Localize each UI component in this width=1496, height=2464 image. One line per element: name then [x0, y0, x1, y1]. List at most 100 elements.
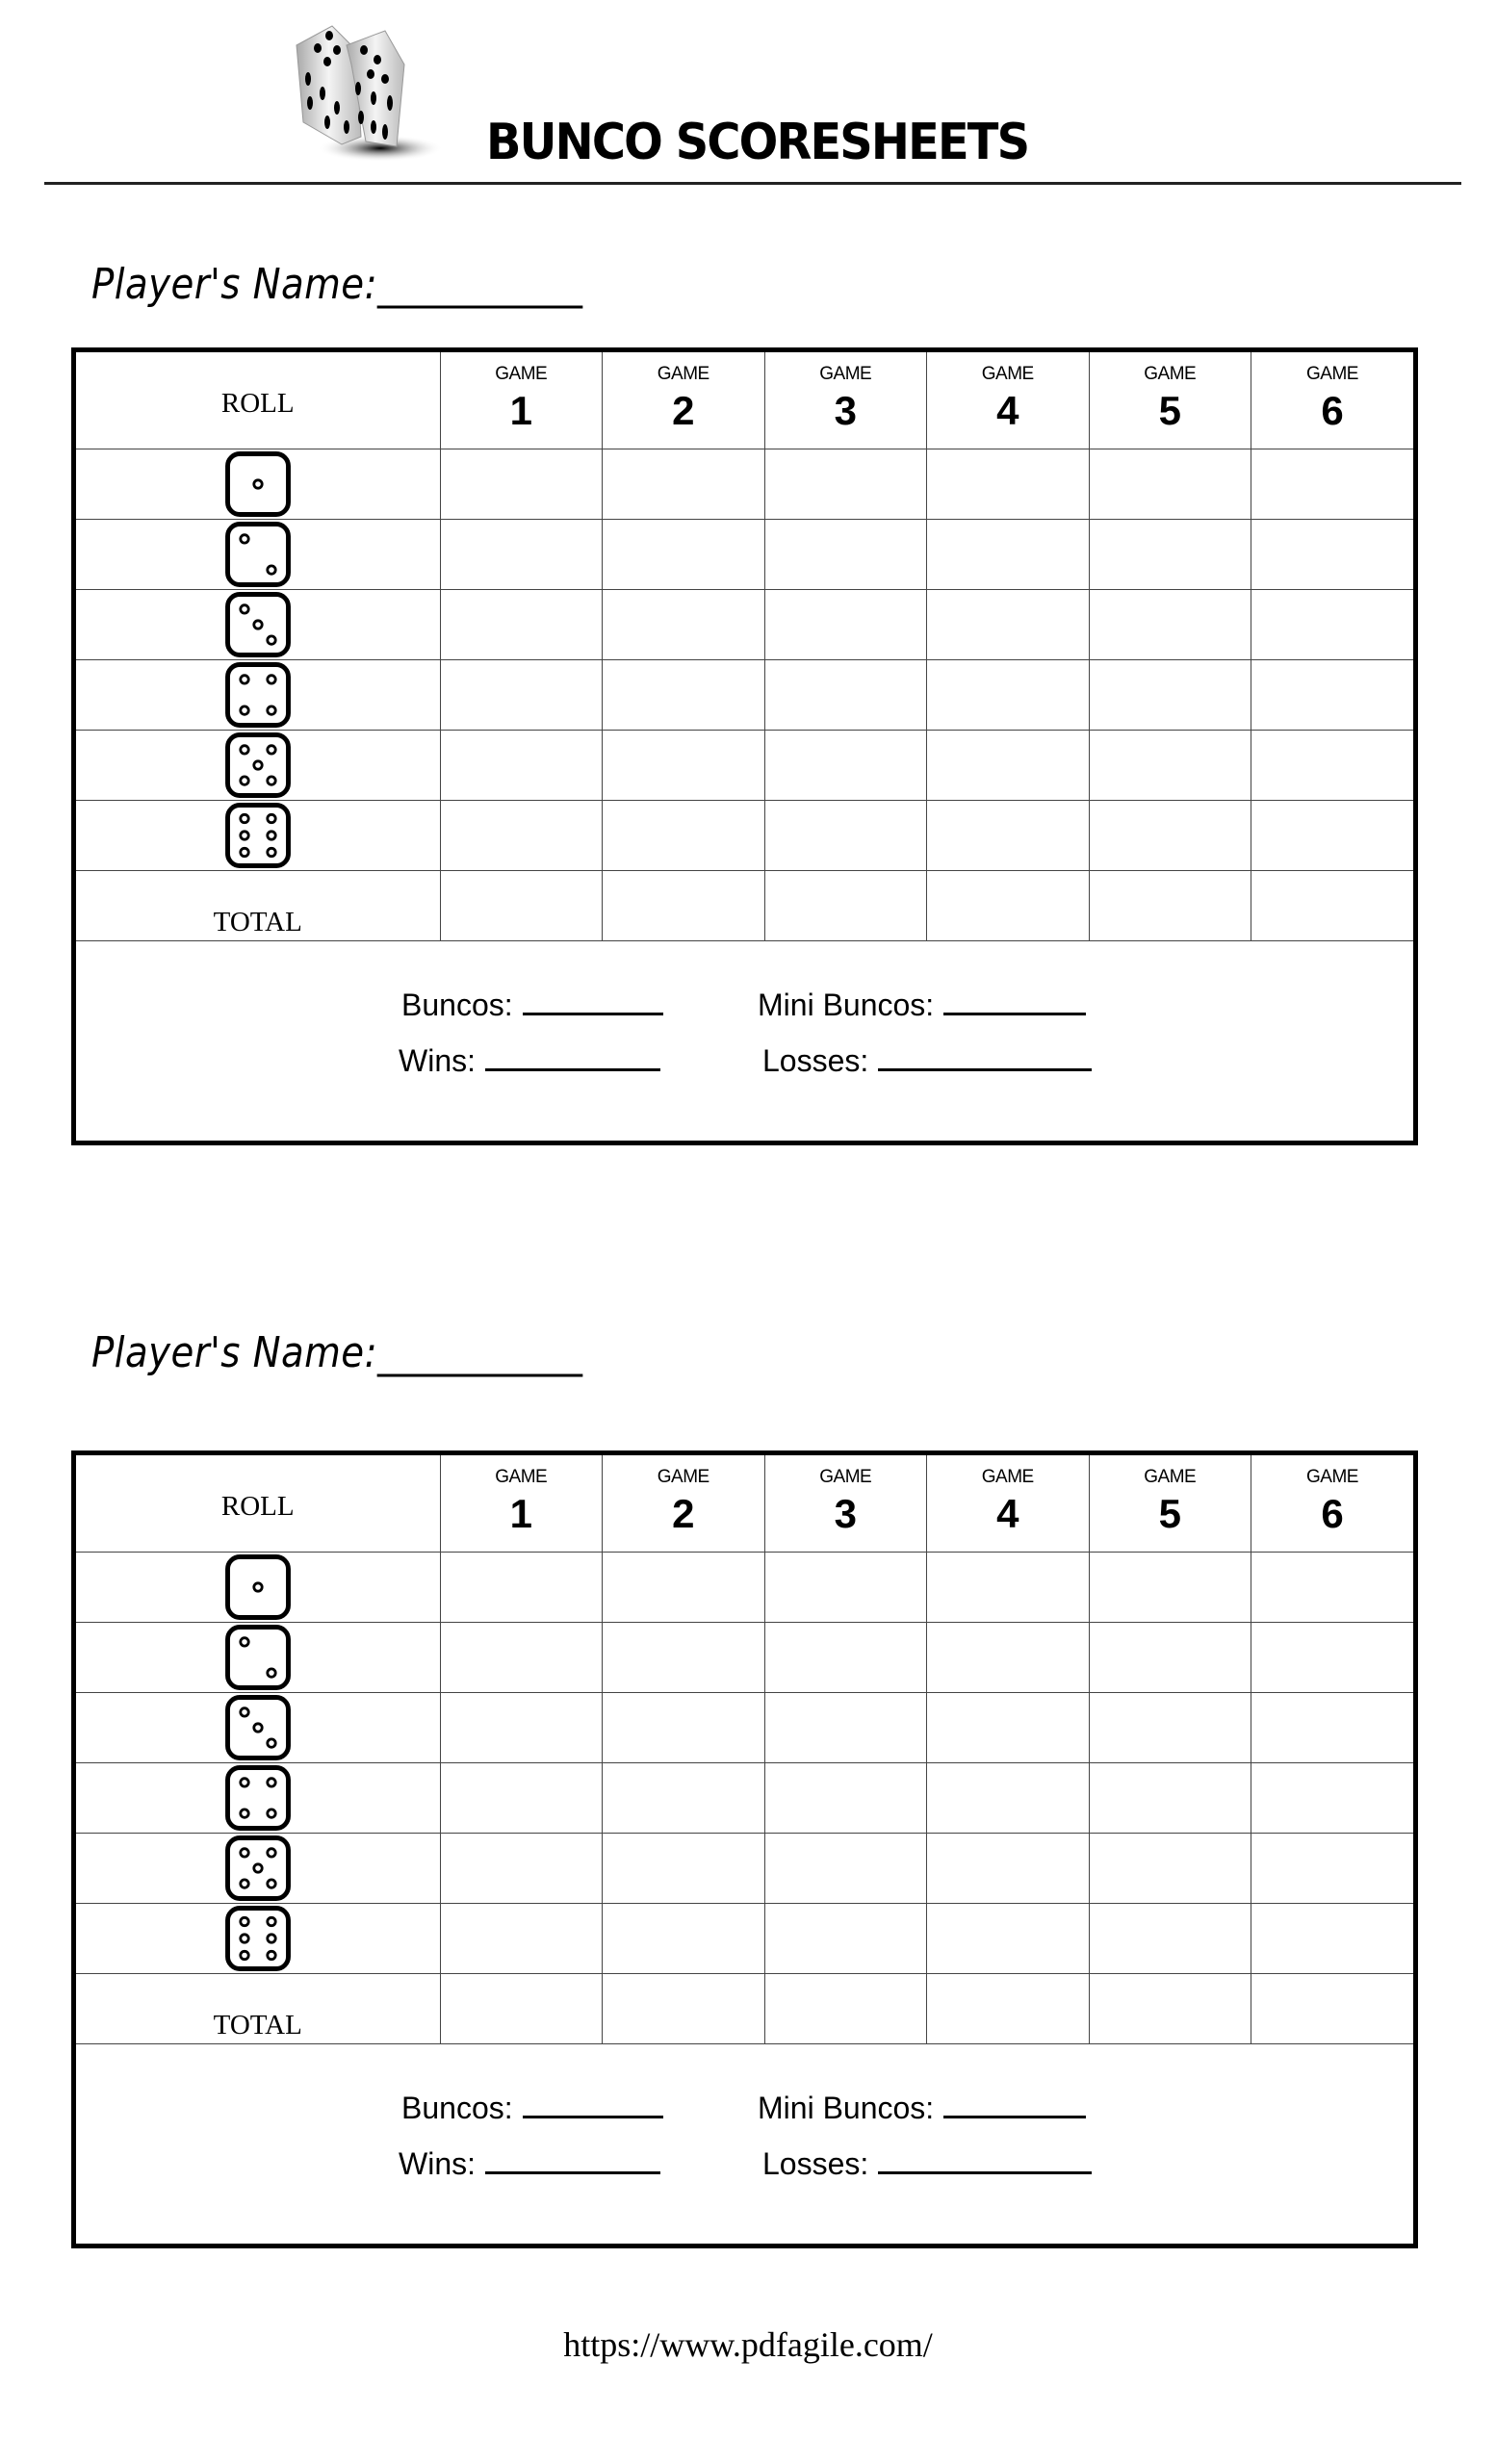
score-cell[interactable]	[1251, 1762, 1413, 1834]
score-cell[interactable]	[439, 1622, 603, 1693]
wins-blank[interactable]	[485, 2146, 660, 2174]
mini-buncos-blank[interactable]	[943, 2091, 1087, 2118]
losses-blank[interactable]	[878, 1043, 1093, 1071]
score-cell[interactable]	[1088, 1762, 1251, 1834]
losses-field[interactable]: Losses:	[762, 1043, 1093, 1079]
score-cell[interactable]	[1251, 1903, 1413, 1974]
score-cell[interactable]	[602, 1762, 765, 1834]
total-cell[interactable]	[1088, 870, 1251, 941]
total-cell[interactable]	[926, 870, 1090, 941]
score-cell[interactable]	[763, 1762, 927, 1834]
score-cell[interactable]	[439, 1833, 603, 1904]
total-cell[interactable]	[1251, 1973, 1413, 2044]
score-cell[interactable]	[763, 589, 927, 660]
mini-buncos-field[interactable]: Mini Buncos:	[758, 2091, 1087, 2126]
score-cell[interactable]	[763, 1833, 927, 1904]
total-cell[interactable]	[1088, 1973, 1251, 2044]
score-cell[interactable]	[439, 1903, 603, 1974]
score-cell[interactable]	[602, 449, 765, 520]
score-cell[interactable]	[763, 1622, 927, 1693]
total-cell[interactable]	[926, 1973, 1090, 2044]
score-cell[interactable]	[602, 1692, 765, 1763]
score-cell[interactable]	[763, 449, 927, 520]
score-cell[interactable]	[1251, 589, 1413, 660]
score-cell[interactable]	[1251, 1692, 1413, 1763]
score-cell[interactable]	[763, 659, 927, 731]
buncos-blank[interactable]	[522, 988, 663, 1015]
wins-blank[interactable]	[485, 1043, 660, 1071]
score-cell[interactable]	[602, 1552, 765, 1623]
score-cell[interactable]	[1251, 449, 1413, 520]
wins-field[interactable]: Wins:	[399, 2146, 660, 2182]
score-cell[interactable]	[1088, 659, 1251, 731]
score-cell[interactable]	[926, 1622, 1090, 1693]
score-cell[interactable]	[926, 659, 1090, 731]
player-name-field[interactable]: Player's Name:____________	[91, 1328, 582, 1377]
score-cell[interactable]	[439, 1692, 603, 1763]
score-cell[interactable]	[1088, 589, 1251, 660]
score-cell[interactable]	[439, 1762, 603, 1834]
total-cell[interactable]	[1251, 870, 1413, 941]
losses-blank[interactable]	[878, 2146, 1093, 2174]
score-cell[interactable]	[1088, 519, 1251, 590]
score-cell[interactable]	[1251, 659, 1413, 731]
buncos-blank[interactable]	[522, 2091, 663, 2118]
score-cell[interactable]	[602, 730, 765, 801]
score-cell[interactable]	[926, 1903, 1090, 1974]
score-cell[interactable]	[926, 1762, 1090, 1834]
score-cell[interactable]	[926, 730, 1090, 801]
losses-field[interactable]: Losses:	[762, 2146, 1093, 2182]
mini-buncos-blank[interactable]	[943, 988, 1087, 1015]
score-cell[interactable]	[439, 589, 603, 660]
score-cell[interactable]	[763, 1692, 927, 1763]
mini-buncos-field[interactable]: Mini Buncos:	[758, 988, 1087, 1023]
total-cell[interactable]	[602, 870, 765, 941]
score-cell[interactable]	[1088, 1552, 1251, 1623]
score-cell[interactable]	[439, 730, 603, 801]
score-cell[interactable]	[763, 519, 927, 590]
player-name-blank[interactable]: ____________	[377, 260, 582, 309]
footer-url[interactable]: https://www.pdfagile.com/	[563, 2325, 933, 2364]
score-cell[interactable]	[602, 800, 765, 871]
score-cell[interactable]	[602, 519, 765, 590]
total-cell[interactable]	[763, 1973, 927, 2044]
total-cell[interactable]	[439, 1973, 603, 2044]
score-cell[interactable]	[439, 800, 603, 871]
player-name-blank[interactable]: ____________	[377, 1328, 582, 1377]
buncos-field[interactable]: Buncos:	[401, 988, 663, 1023]
player-name-field[interactable]: Player's Name:____________	[91, 260, 582, 309]
score-cell[interactable]	[763, 1903, 927, 1974]
total-cell[interactable]	[763, 870, 927, 941]
score-cell[interactable]	[1251, 800, 1413, 871]
score-cell[interactable]	[439, 1552, 603, 1623]
score-cell[interactable]	[926, 800, 1090, 871]
score-cell[interactable]	[1251, 1833, 1413, 1904]
score-cell[interactable]	[926, 589, 1090, 660]
buncos-field[interactable]: Buncos:	[401, 2091, 663, 2126]
score-cell[interactable]	[602, 1903, 765, 1974]
score-cell[interactable]	[763, 1552, 927, 1623]
score-cell[interactable]	[439, 519, 603, 590]
score-cell[interactable]	[1088, 800, 1251, 871]
score-cell[interactable]	[1251, 519, 1413, 590]
total-cell[interactable]	[602, 1973, 765, 2044]
score-cell[interactable]	[1251, 1552, 1413, 1623]
score-cell[interactable]	[1251, 730, 1413, 801]
score-cell[interactable]	[439, 659, 603, 731]
score-cell[interactable]	[926, 1552, 1090, 1623]
score-cell[interactable]	[1251, 1622, 1413, 1693]
score-cell[interactable]	[1088, 1622, 1251, 1693]
score-cell[interactable]	[763, 800, 927, 871]
score-cell[interactable]	[1088, 1833, 1251, 1904]
score-cell[interactable]	[926, 449, 1090, 520]
score-cell[interactable]	[763, 730, 927, 801]
score-cell[interactable]	[926, 1833, 1090, 1904]
score-cell[interactable]	[926, 519, 1090, 590]
score-cell[interactable]	[602, 1622, 765, 1693]
wins-field[interactable]: Wins:	[399, 1043, 660, 1079]
score-cell[interactable]	[602, 589, 765, 660]
score-cell[interactable]	[1088, 1692, 1251, 1763]
score-cell[interactable]	[602, 659, 765, 731]
total-cell[interactable]	[439, 870, 603, 941]
score-cell[interactable]	[1088, 730, 1251, 801]
